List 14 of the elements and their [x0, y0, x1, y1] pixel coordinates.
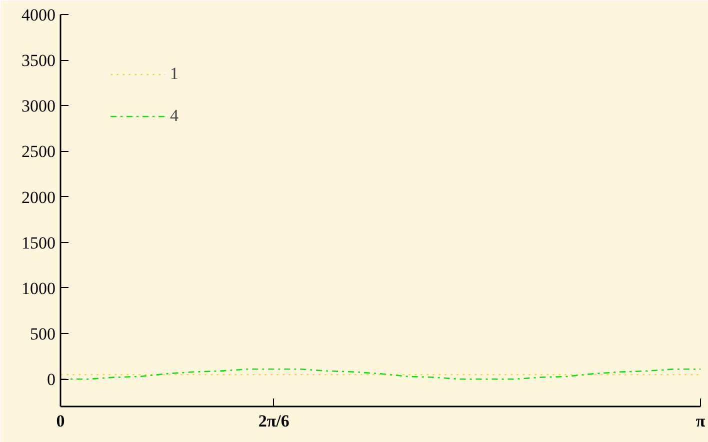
y-tick-label: 3000: [22, 96, 56, 116]
line-series: [60, 368, 700, 380]
y-tick-label: 1500: [22, 233, 56, 252]
x-tick-label: π: [696, 412, 706, 430]
y-tick-label: 0: [47, 370, 56, 390]
legend-label: 4: [170, 106, 180, 126]
y-tick-label: 2500: [22, 142, 56, 162]
y-tick-label: 4000: [22, 6, 56, 24]
y-tick-label: 500: [30, 324, 56, 344]
x-tick-label: 2π/6: [258, 412, 290, 430]
legend-label: 1: [170, 64, 180, 84]
y-tick-label: 1000: [22, 278, 56, 298]
y-tick-label: 3500: [22, 51, 56, 70]
y-tick-label: 2000: [22, 188, 56, 207]
